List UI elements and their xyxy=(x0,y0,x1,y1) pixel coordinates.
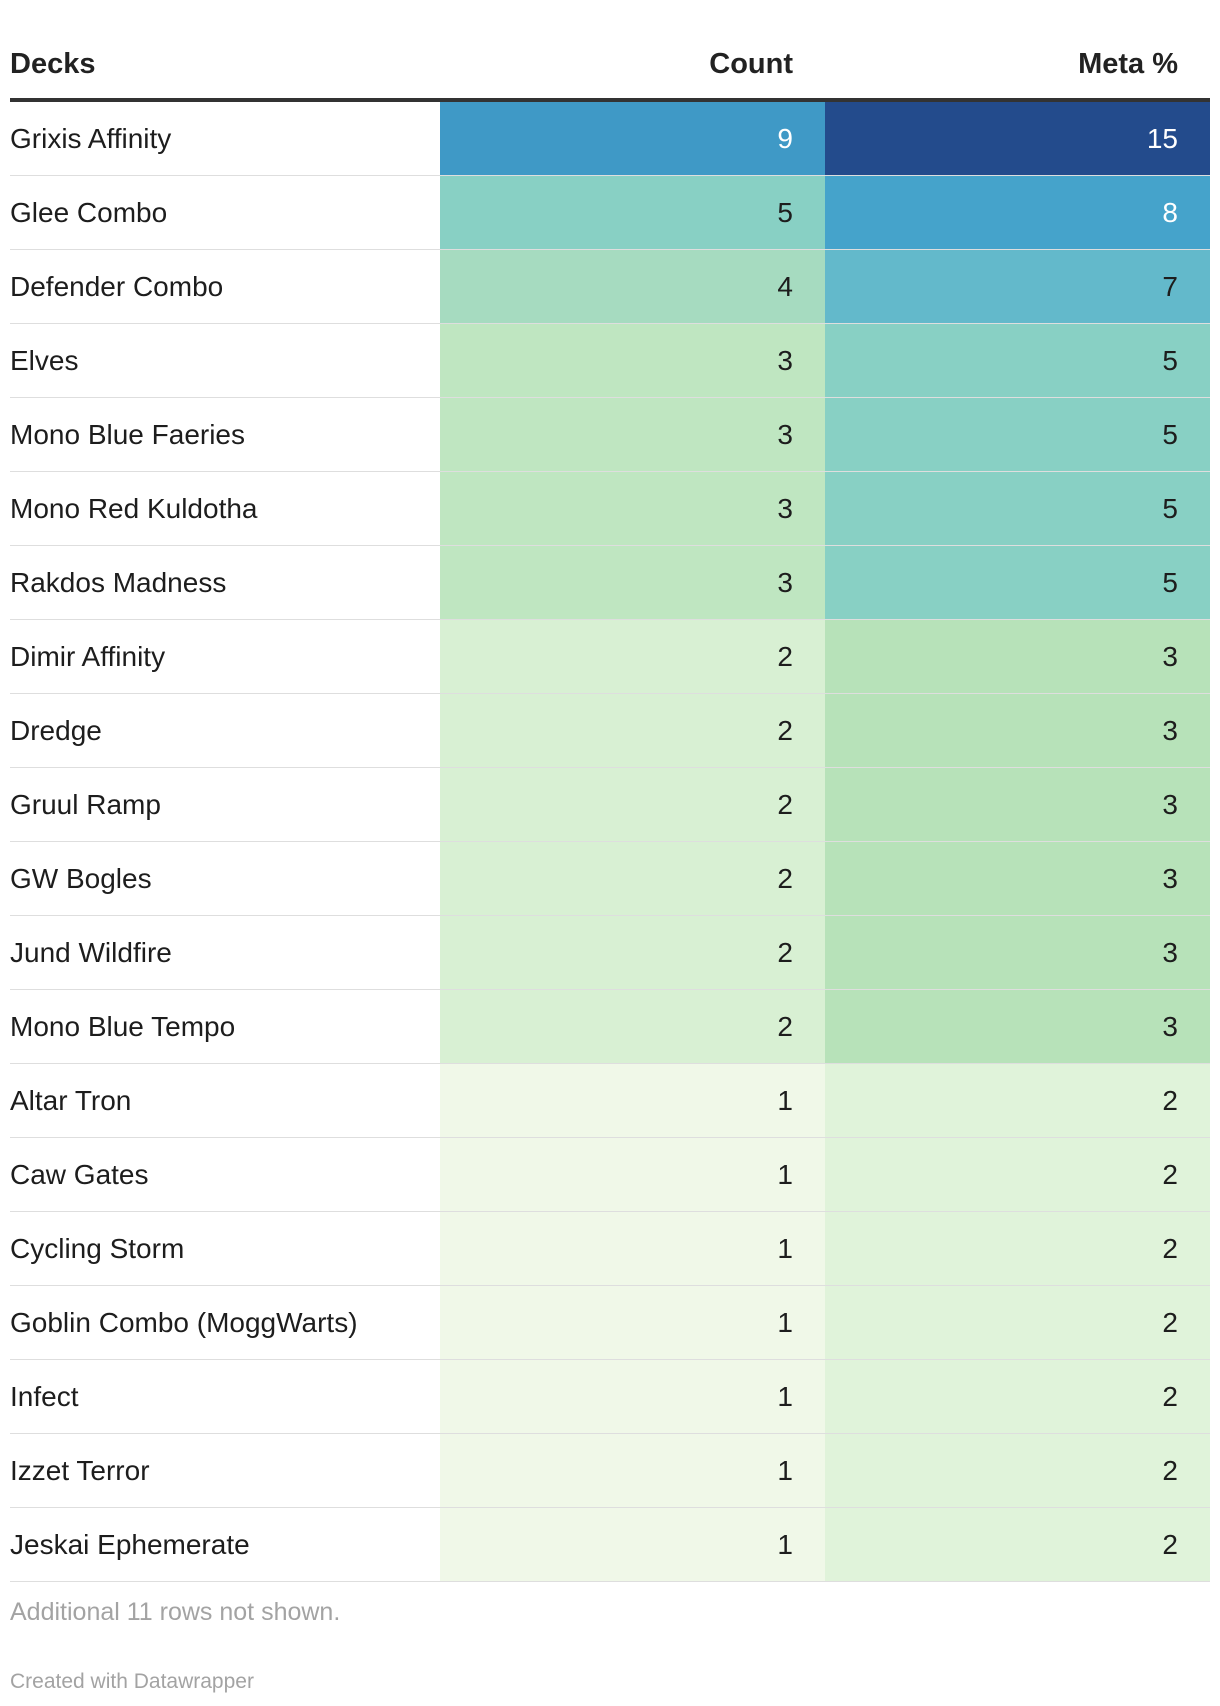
count-cell: 1 xyxy=(440,1507,825,1582)
meta-table-container: Decks Count Meta % Grixis Affinity 9 15 Gle… xyxy=(10,30,1210,1582)
deck-name-cell: Defender Combo xyxy=(10,249,440,324)
header-meta-percent[interactable]: Meta % xyxy=(825,30,1210,102)
datawrapper-credit: Created with Datawrapper xyxy=(10,1670,254,1693)
table-row: Grixis Affinity 9 15 xyxy=(10,100,1210,176)
deck-name-cell: Goblin Combo (MoggWarts) xyxy=(10,1285,440,1360)
count-cell: 2 xyxy=(440,915,825,990)
meta-percent-cell: 15 xyxy=(825,100,1210,176)
table-row: Jeskai Ephemerate 1 2 xyxy=(10,1507,1210,1582)
meta-percent-cell: 2 xyxy=(825,1359,1210,1434)
meta-percent-cell: 3 xyxy=(825,693,1210,768)
count-cell: 3 xyxy=(440,323,825,398)
table-row: Altar Tron 1 2 xyxy=(10,1063,1210,1138)
table-row: Glee Combo 5 8 xyxy=(10,175,1210,250)
count-cell: 3 xyxy=(440,471,825,546)
count-cell: 5 xyxy=(440,175,825,250)
table-row: Mono Blue Tempo 2 3 xyxy=(10,989,1210,1064)
meta-percent-cell: 3 xyxy=(825,619,1210,694)
header-row: Decks Count Meta % xyxy=(10,30,1210,102)
deck-name-cell: Izzet Terror xyxy=(10,1433,440,1508)
count-cell: 4 xyxy=(440,249,825,324)
header-count[interactable]: Count xyxy=(440,30,825,102)
table-row: Goblin Combo (MoggWarts) 1 2 xyxy=(10,1285,1210,1360)
meta-percent-cell: 5 xyxy=(825,323,1210,398)
meta-percent-cell: 2 xyxy=(825,1137,1210,1212)
meta-percent-cell: 8 xyxy=(825,175,1210,250)
meta-percent-cell: 7 xyxy=(825,249,1210,324)
deck-name-cell: Jeskai Ephemerate xyxy=(10,1507,440,1582)
meta-percent-cell: 2 xyxy=(825,1285,1210,1360)
table-row: Infect 1 2 xyxy=(10,1359,1210,1434)
table-row: Cycling Storm 1 2 xyxy=(10,1211,1210,1286)
count-cell: 1 xyxy=(440,1285,825,1360)
meta-percent-cell: 2 xyxy=(825,1507,1210,1582)
table-row: Izzet Terror 1 2 xyxy=(10,1433,1210,1508)
deck-name-cell: Jund Wildfire xyxy=(10,915,440,990)
count-cell: 1 xyxy=(440,1063,825,1138)
count-cell: 1 xyxy=(440,1137,825,1212)
meta-percent-cell: 3 xyxy=(825,915,1210,990)
table-row: Dimir Affinity 2 3 xyxy=(10,619,1210,694)
deck-name-cell: GW Bogles xyxy=(10,841,440,916)
count-cell: 2 xyxy=(440,767,825,842)
table-row: Elves 3 5 xyxy=(10,323,1210,398)
count-cell: 2 xyxy=(440,841,825,916)
deck-name-cell: Mono Blue Tempo xyxy=(10,989,440,1064)
count-cell: 1 xyxy=(440,1211,825,1286)
deck-name-cell: Glee Combo xyxy=(10,175,440,250)
table-row: Jund Wildfire 2 3 xyxy=(10,915,1210,990)
meta-percent-cell: 3 xyxy=(825,767,1210,842)
deck-name-cell: Gruul Ramp xyxy=(10,767,440,842)
rows-not-shown-note: Additional 11 rows not shown. xyxy=(10,1598,341,1626)
meta-table: Decks Count Meta % Grixis Affinity 9 15 Gle… xyxy=(10,30,1210,1582)
count-cell: 3 xyxy=(440,397,825,472)
count-cell: 1 xyxy=(440,1433,825,1508)
deck-name-cell: Cycling Storm xyxy=(10,1211,440,1286)
table-header: Decks Count Meta % xyxy=(10,30,1210,102)
table-row: Mono Red Kuldotha 3 5 xyxy=(10,471,1210,546)
deck-name-cell: Mono Blue Faeries xyxy=(10,397,440,472)
deck-name-cell: Grixis Affinity xyxy=(10,100,440,176)
count-cell: 2 xyxy=(440,693,825,768)
deck-name-cell: Dimir Affinity xyxy=(10,619,440,694)
table-row: Caw Gates 1 2 xyxy=(10,1137,1210,1212)
table-row: Dredge 2 3 xyxy=(10,693,1210,768)
deck-name-cell: Altar Tron xyxy=(10,1063,440,1138)
meta-percent-cell: 5 xyxy=(825,471,1210,546)
count-cell: 2 xyxy=(440,619,825,694)
count-cell: 9 xyxy=(440,100,825,176)
table-row: Mono Blue Faeries 3 5 xyxy=(10,397,1210,472)
deck-name-cell: Elves xyxy=(10,323,440,398)
meta-percent-cell: 5 xyxy=(825,545,1210,620)
meta-percent-cell: 3 xyxy=(825,989,1210,1064)
table-body: Grixis Affinity 9 15 Glee Combo 5 8 Defender C… xyxy=(10,100,1210,1582)
table-row: Gruul Ramp 2 3 xyxy=(10,767,1210,842)
count-cell: 2 xyxy=(440,989,825,1064)
count-cell: 1 xyxy=(440,1359,825,1434)
meta-percent-cell: 2 xyxy=(825,1433,1210,1508)
meta-percent-cell: 5 xyxy=(825,397,1210,472)
table-row: GW Bogles 2 3 xyxy=(10,841,1210,916)
meta-percent-cell: 2 xyxy=(825,1211,1210,1286)
table-row: Rakdos Madness 3 5 xyxy=(10,545,1210,620)
table-row: Defender Combo 4 7 xyxy=(10,249,1210,324)
deck-name-cell: Caw Gates xyxy=(10,1137,440,1212)
header-decks[interactable]: Decks xyxy=(10,30,440,102)
meta-percent-cell: 3 xyxy=(825,841,1210,916)
deck-name-cell: Dredge xyxy=(10,693,440,768)
deck-name-cell: Infect xyxy=(10,1359,440,1434)
meta-percent-cell: 2 xyxy=(825,1063,1210,1138)
count-cell: 3 xyxy=(440,545,825,620)
deck-name-cell: Rakdos Madness xyxy=(10,545,440,620)
deck-name-cell: Mono Red Kuldotha xyxy=(10,471,440,546)
